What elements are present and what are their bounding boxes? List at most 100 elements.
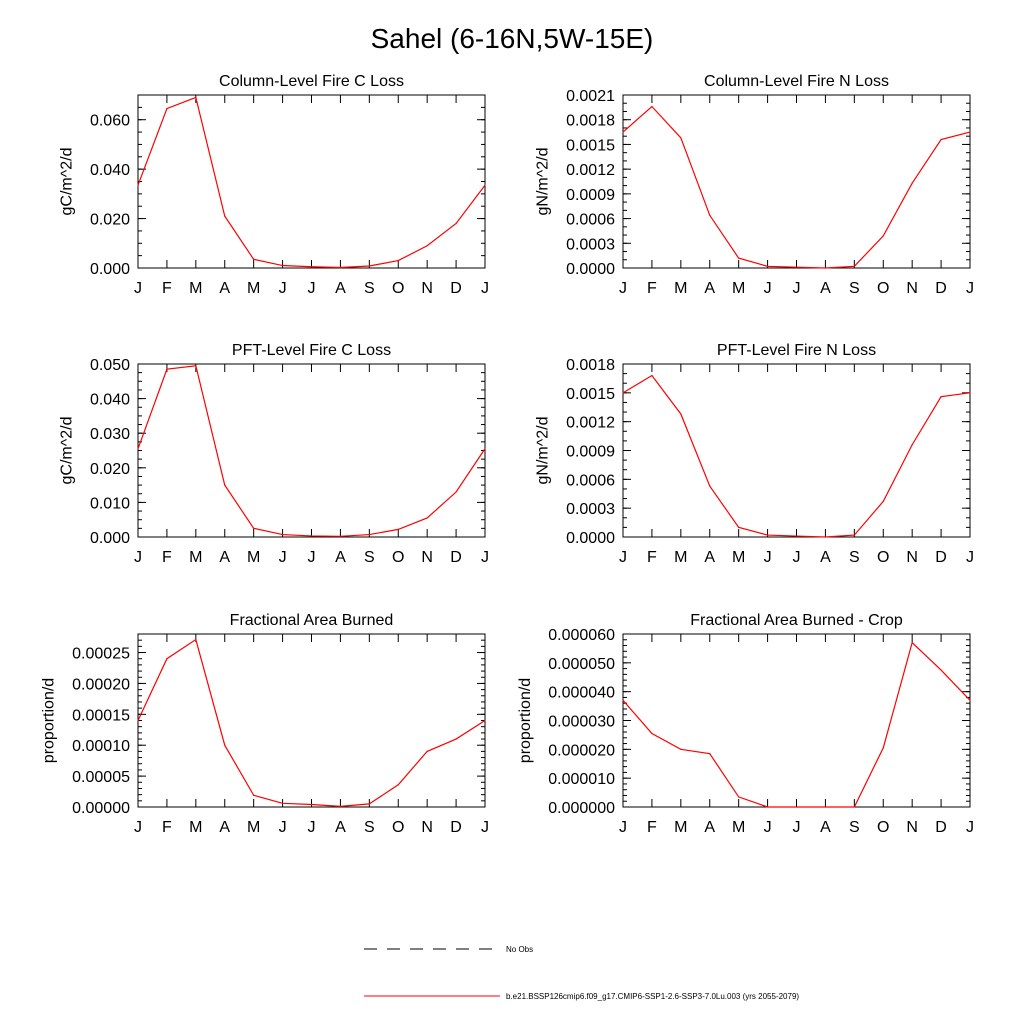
data-point xyxy=(882,500,884,503)
data-point xyxy=(969,699,971,701)
data-point xyxy=(455,222,457,225)
data-point xyxy=(969,392,971,394)
data-point xyxy=(911,642,913,644)
y-tick-label: 0.0018 xyxy=(566,113,615,130)
x-tick-label: J xyxy=(793,819,801,836)
data-point xyxy=(824,806,827,808)
x-tick-label: A xyxy=(219,280,230,297)
data-point xyxy=(368,265,370,267)
x-tick-label: S xyxy=(364,819,375,836)
x-tick-label: A xyxy=(335,819,346,836)
chart-panel-3: PFT-Level Fire C Loss 0.000 0.010 0.020 0.03… xyxy=(59,342,490,566)
x-tick-label: O xyxy=(392,280,404,297)
data-point xyxy=(709,753,711,755)
x-tick-label: J xyxy=(966,819,974,836)
data-point xyxy=(651,105,653,108)
y-tick-label: 0.010 xyxy=(90,495,130,512)
x-tick-label: A xyxy=(219,549,230,566)
data-point xyxy=(195,96,197,99)
legend-label-model: b.e21.BSSP126cmip6.f09_g17.CMIP6-SSP1-2.… xyxy=(506,992,799,1001)
x-tick-label: N xyxy=(906,280,918,297)
x-tick-label: F xyxy=(162,280,172,297)
y-tick-label: 0.000 xyxy=(90,530,130,547)
y-tick-label: 0.00025 xyxy=(72,646,130,663)
x-tick-label: S xyxy=(364,280,375,297)
data-point xyxy=(368,533,370,536)
y-tick-label: 0.0006 xyxy=(566,212,615,229)
series-line xyxy=(137,638,486,807)
panel-title: Fractional Area Burned xyxy=(230,612,394,629)
data-point xyxy=(709,214,711,216)
data-point xyxy=(911,182,913,184)
data-point xyxy=(795,806,798,808)
y-tick-label: 0.000030 xyxy=(548,714,615,731)
data-point xyxy=(709,485,711,487)
data-point xyxy=(455,491,457,493)
x-tick-label: M xyxy=(674,819,687,836)
data-point xyxy=(484,184,486,186)
x-tick-label: A xyxy=(704,549,715,566)
y-tick-label: 0.00020 xyxy=(72,676,130,693)
x-tick-label: F xyxy=(647,549,657,566)
x-tick-label: F xyxy=(162,549,172,566)
x-tick-label: M xyxy=(247,819,260,836)
y-axis-label: gN/m^2/d xyxy=(535,417,552,485)
x-tick-label: A xyxy=(820,549,831,566)
x-tick-label: J xyxy=(134,280,142,297)
data-point xyxy=(940,396,942,398)
x-tick-label: O xyxy=(877,819,889,836)
legend-label-no-obs: No Obs xyxy=(506,945,533,954)
figure-title: Sahel (6-16N,5W-15E) xyxy=(371,23,654,54)
legend-item-model: b.e21.BSSP126cmip6.f09_g17.CMIP6-SSP1-2.… xyxy=(364,992,799,1001)
data-point xyxy=(426,517,428,519)
y-tick-label: 0.000060 xyxy=(548,627,615,644)
x-tick-label: J xyxy=(134,549,142,566)
data-point xyxy=(824,267,827,269)
y-tick-label: 0.050 xyxy=(90,357,130,374)
x-tick-label: A xyxy=(219,819,230,836)
data-point xyxy=(795,535,798,537)
data-point xyxy=(455,738,457,740)
y-tick-label: 0.00010 xyxy=(72,738,130,755)
plot-frame xyxy=(622,363,971,538)
chart-panel-4: PFT-Level Fire N Loss 0.0000 0.0003 0.0006 0… xyxy=(535,342,974,566)
data-point xyxy=(484,448,486,450)
y-tick-label: 0.0000 xyxy=(566,530,615,547)
data-point xyxy=(940,669,942,671)
data-point xyxy=(310,803,313,806)
x-tick-label: M xyxy=(732,280,745,297)
x-tick-label: M xyxy=(189,549,202,566)
data-point xyxy=(824,536,827,538)
x-tick-label: D xyxy=(935,549,947,566)
data-point xyxy=(368,803,370,805)
data-point xyxy=(680,137,682,139)
x-tick-label: O xyxy=(392,819,404,836)
data-point xyxy=(137,719,139,722)
x-tick-label: J xyxy=(966,280,974,297)
data-point xyxy=(940,138,942,141)
data-point xyxy=(339,805,342,807)
data-point xyxy=(281,802,284,804)
chart-panel-6: Fractional Area Burned - Crop 0.000000 0.0… xyxy=(517,612,974,836)
x-tick-label: J xyxy=(308,549,316,566)
y-tick-label: 0.0012 xyxy=(566,162,615,179)
chart-panel-2: Column-Level Fire N Loss 0.0000 0.0003 0.00… xyxy=(535,73,974,297)
data-point xyxy=(680,748,682,750)
y-tick-label: 0.060 xyxy=(90,113,130,130)
y-tick-label: 0.0006 xyxy=(566,472,615,489)
y-tick-label: 0.00005 xyxy=(72,769,130,786)
data-point xyxy=(253,527,255,529)
x-tick-label: D xyxy=(450,280,462,297)
x-tick-label: J xyxy=(793,280,801,297)
x-tick-label: F xyxy=(647,819,657,836)
y-axis-label: gC/m^2/d xyxy=(59,417,76,485)
x-tick-label: J xyxy=(764,549,772,566)
data-point xyxy=(281,533,284,536)
plot-frame xyxy=(137,633,486,808)
data-point xyxy=(622,699,624,701)
x-tick-label: A xyxy=(335,280,346,297)
panel-title: PFT-Level Fire C Loss xyxy=(232,342,391,359)
y-tick-label: 0.000020 xyxy=(548,742,615,759)
data-point xyxy=(339,266,342,269)
